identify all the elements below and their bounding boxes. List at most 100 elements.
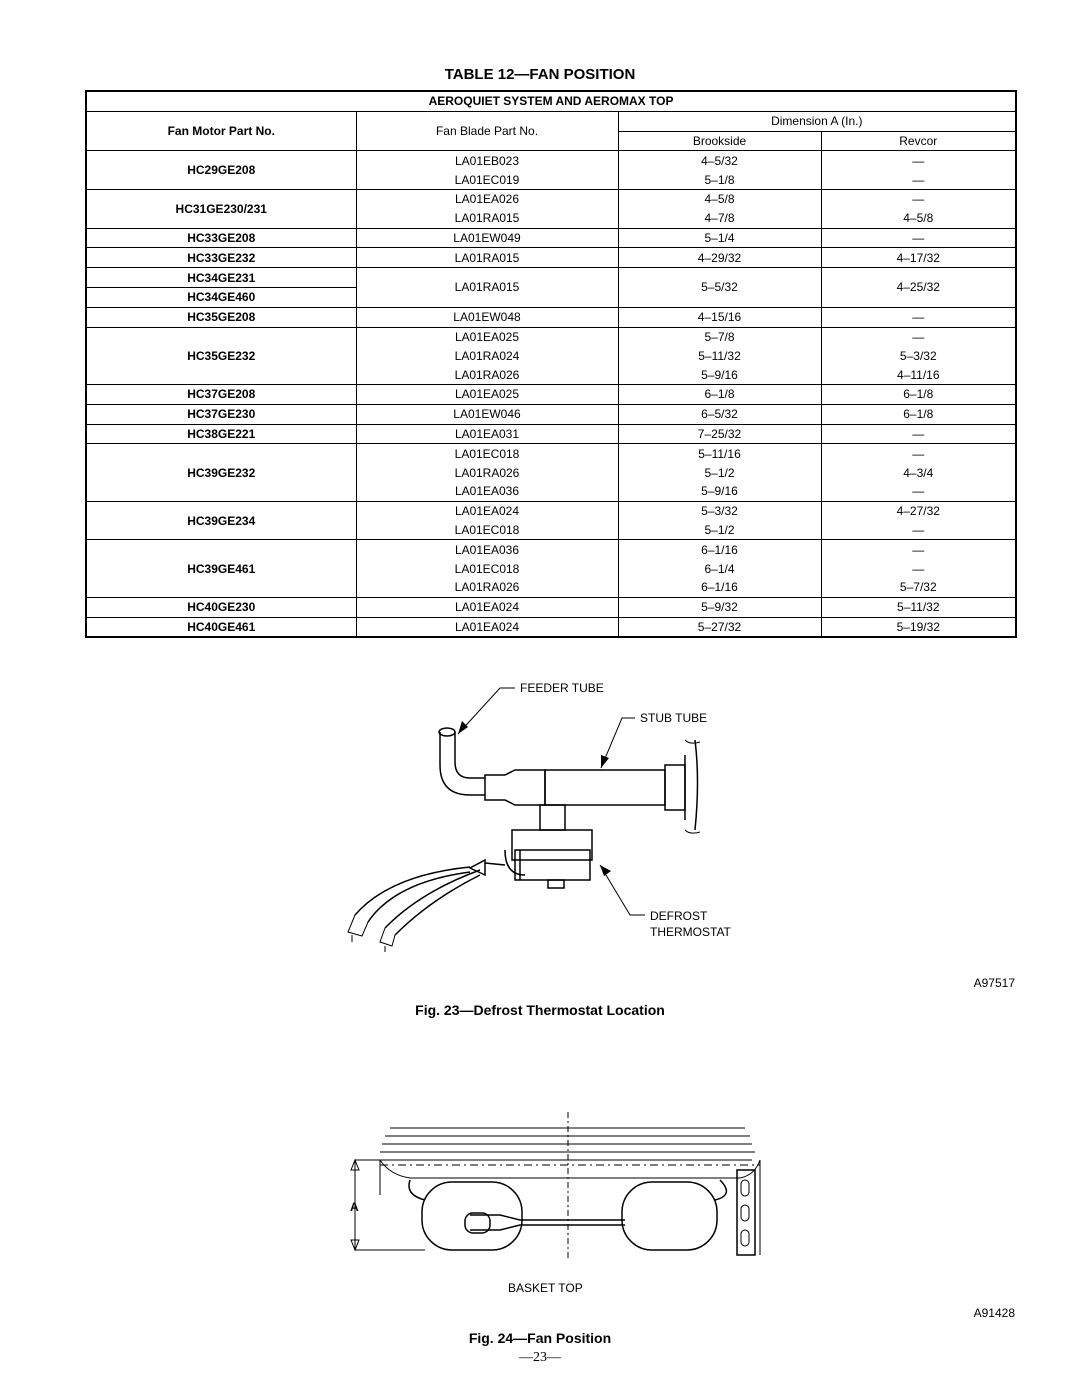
blade-part: LA01RA015 [355,267,619,308]
brookside-dim: 5–9/16 [617,481,822,502]
col-header: Fan Motor Part No. [85,110,357,152]
motor-part: HC35GE232 [85,326,357,385]
motor-part: HC37GE230 [85,403,357,425]
blade-part: LA01RA026 [355,463,619,482]
motor-part: HC38GE221 [85,423,357,445]
blade-part: LA01EA036 [355,539,619,560]
brookside-dim: 5–1/4 [617,227,822,248]
revcor-dim: 4–11/16 [820,365,1017,385]
blade-part: LA01EA024 [355,500,619,521]
revcor-dim: — [820,227,1017,248]
table-row: LA01RA015 4–7/8 4–5/8 [86,208,1017,229]
blade-part: LA01EA024 [355,596,619,618]
blade-part: LA01RA026 [355,577,619,598]
revcor-dim: 4–5/8 [820,208,1017,229]
revcor-dim: — [820,306,1017,328]
table-row: HC40GE461 LA01EA024 5–27/32 5–19/32 [85,616,1017,638]
motor-part: HC31GE230/231 [85,188,357,229]
feeder-tube-label: FEEDER TUBE [520,681,604,695]
revcor-dim: — [820,443,1017,464]
motor-part: HC39GE232 [85,443,357,502]
defrost-thermostat-label: DEFROST THERMOSTAT [650,909,731,939]
motor-part: HC34GE231 [85,267,357,288]
blade-part: LA01EC018 [355,520,619,540]
blade-part: LA01EC019 [355,170,619,190]
brookside-dim: 5–9/16 [617,365,822,385]
table-row: HC29GE208 LA01EB023 4–5/32— [85,150,1017,190]
brookside-dim: 6–1/4 [617,559,822,578]
revcor-dim: 5–3/32 [820,346,1017,366]
table-row: HC33GE232 LA01RA015 4–29/32 4–17/32 [85,247,1017,269]
blade-part: LA01EW048 [355,306,619,328]
col-header: Dimension A (In.) [617,110,1017,132]
table-row: LA01RA026 5–9/16 4–11/16 [86,365,1017,385]
table-row: LA01EC019 5–1/8— [86,170,1017,190]
table-row: HC40GE230 LA01EA024 5–9/32 5–11/32 [85,596,1017,618]
blade-part: LA01EA025 [355,383,619,405]
blade-part: LA01EA024 [355,616,619,638]
blade-part: LA01EW049 [355,227,619,248]
revcor-dim: — [820,423,1017,444]
table-row: LA01RA026 5–1/2 4–3/4 [86,463,1017,482]
table-row: LA01EC018 6–1/4— [86,559,1017,578]
blade-part: LA01EC018 [355,559,619,578]
revcor-dim: — [820,150,1017,171]
table-row: LA01RA024 5–11/32 5–3/32 [86,346,1017,366]
col-header: Fan Blade Part No. [355,110,619,152]
table-row: HC31GE230/231 LA01EA026 4–5/8— [85,188,1017,229]
motor-part: HC35GE208 [85,306,357,328]
revcor-dim: 6–1/8 [820,383,1017,405]
brookside-dim: 7–25/32 [617,423,822,444]
brookside-dim: 5–1/8 [617,170,822,190]
brookside-dim: 4–29/32 [617,247,822,268]
motor-part: HC39GE461 [85,539,357,598]
brookside-dim: 4–7/8 [617,208,822,229]
revcor-dim: 4–27/32 [820,500,1017,521]
table-row: HC34GE231 LA01RA015 5–5/32 4–25/32 [85,267,1017,308]
table-row: LA01EC018 5–1/2— [86,520,1017,540]
blade-part: LA01EA031 [355,423,619,444]
figure-caption: Fig. 23—Defrost Thermostat Location [415,1002,665,1018]
brookside-dim: 5–11/32 [617,346,822,366]
revcor-dim: 5–19/32 [820,616,1017,638]
motor-part: HC40GE230 [85,596,357,618]
blade-part: LA01RA026 [355,365,619,385]
fan-position-drawing [350,1112,761,1260]
blade-part: LA01RA024 [355,346,619,366]
brookside-dim: 4–5/8 [617,188,822,209]
table-row: HC39GE461 LA01EA036 6–1/16— [85,539,1017,598]
brookside-dim: 5–9/32 [617,596,822,618]
fan-position-table: AEROQUIET SYSTEM AND AEROMAX TOP Fan Mot… [85,90,1018,639]
figure-code: A91428 [973,1306,1015,1320]
figure-caption: Fig. 24—Fan Position [468,1330,612,1346]
revcor-dim: — [820,559,1017,578]
brookside-dim: 5–3/32 [617,500,822,521]
motor-part: HC33GE208 [85,227,357,249]
revcor-dim: — [820,188,1017,209]
brookside-dim: 5–1/2 [617,520,822,540]
motor-part: HC39GE234 [85,500,357,541]
table-row: HC38GE221 LA01EA031 7–25/32— [85,423,1017,445]
brookside-dim: 6–5/32 [617,403,822,425]
blade-part: LA01EA036 [355,481,619,502]
table-row: HC35GE208 LA01EW048 4–15/16— [85,306,1017,328]
revcor-dim: — [820,520,1017,540]
table-row: HC39GE234 LA01EA024 5–3/32 4–27/32 [85,500,1017,541]
revcor-dim: 4–25/32 [820,267,1017,308]
figure-code: A97517 [973,976,1015,990]
blade-part: LA01RA015 [355,247,619,268]
section-header: AEROQUIET SYSTEM AND AEROMAX TOP [85,90,1017,112]
motor-part: HC37GE208 [85,383,357,405]
page-number: —23— [519,1350,561,1365]
revcor-dim: — [820,539,1017,560]
brookside-dim: 5–5/32 [617,267,822,308]
brookside-dim: 6–1/16 [617,539,822,560]
defrost-thermostat-drawing [347,687,701,952]
brookside-dim: 5–7/8 [617,326,822,347]
brookside-dim: 4–15/16 [617,306,822,328]
table-row: HC35GE232 LA01EA025 5–7/8— [85,326,1017,385]
blade-part: LA01RA015 [355,208,619,229]
blade-part: LA01EA026 [355,188,619,209]
brookside-dim: 5–1/2 [617,463,822,482]
